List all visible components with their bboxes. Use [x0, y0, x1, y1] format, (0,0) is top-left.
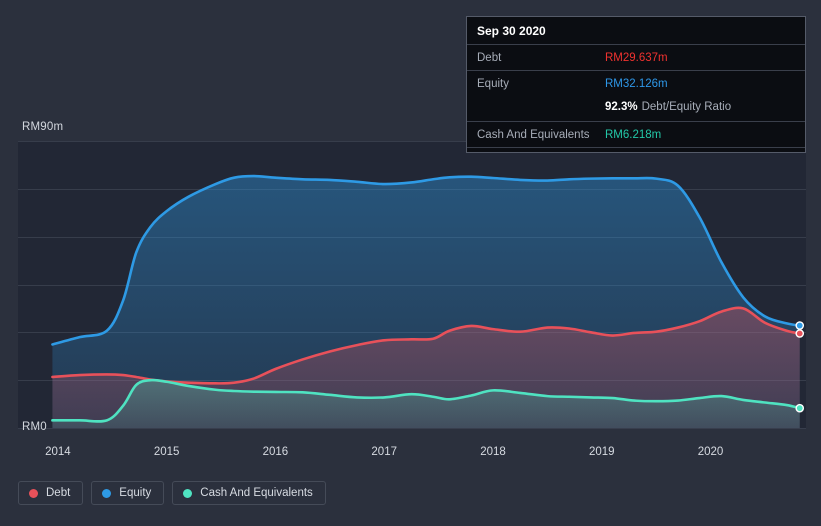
- chart-tooltip: Sep 30 2020 Debt RM29.637m Equity RM32.1…: [466, 16, 806, 153]
- x-axis-tick-2020: 2020: [697, 446, 724, 458]
- x-axis-tick-2015: 2015: [153, 446, 180, 458]
- tooltip-debt-value: RM29.637m: [605, 51, 668, 64]
- tooltip-row-ratio: 92.3% Debt/Equity Ratio: [467, 96, 805, 121]
- tooltip-row-debt: Debt RM29.637m: [467, 44, 805, 70]
- y-axis-min-label: RM0: [22, 421, 47, 433]
- y-axis-max-label: RM90m: [22, 121, 64, 133]
- legend-label: Cash And Equivalents: [200, 487, 313, 499]
- legend-label: Debt: [46, 487, 71, 499]
- legend-item-cash-and-equivalents[interactable]: Cash And Equivalents: [172, 481, 326, 505]
- tooltip-bottom-rule: [467, 147, 805, 152]
- legend-color-dot-icon: [29, 488, 38, 498]
- series-endpoint-markers: [795, 321, 805, 413]
- tooltip-row-equity: Equity RM32.126m: [467, 70, 805, 96]
- x-axis-tick-2019: 2019: [588, 446, 615, 458]
- tooltip-equity-value: RM32.126m: [605, 77, 668, 90]
- legend-item-debt[interactable]: Debt: [18, 481, 84, 505]
- chart-legend: Debt Equity Cash And Equivalents: [18, 481, 326, 505]
- x-axis-tick-2016: 2016: [262, 446, 289, 458]
- tooltip-ratio-value: 92.3%: [605, 100, 638, 113]
- legend-color-dot-icon: [183, 488, 193, 498]
- tooltip-date: Sep 30 2020: [477, 24, 546, 38]
- x-axis-tick-2018: 2018: [480, 446, 506, 458]
- tooltip-equity-label: Equity: [477, 77, 509, 90]
- x-axis-tick-2017: 2017: [371, 446, 397, 458]
- x-axis-tick-2014: 2014: [45, 446, 71, 458]
- tooltip-cash-label: Cash And Equivalents: [477, 128, 590, 141]
- legend-label: Equity: [119, 487, 152, 499]
- tooltip-debt-label: Debt: [477, 51, 502, 64]
- series-lines: [51, 174, 802, 423]
- legend-item-equity[interactable]: Equity: [91, 481, 165, 505]
- tooltip-ratio-label: Debt/Equity Ratio: [641, 100, 732, 113]
- legend-color-dot-icon: [102, 488, 112, 498]
- tooltip-cash-value: RM6.218m: [605, 128, 662, 141]
- tooltip-row-cash: Cash And Equivalents RM6.218m: [467, 121, 805, 147]
